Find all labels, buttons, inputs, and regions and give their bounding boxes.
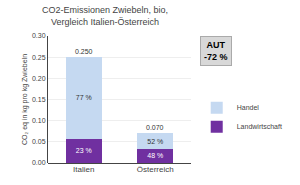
svg-text:0.10: 0.10 <box>32 117 46 124</box>
svg-text:52 %: 52 % <box>147 138 163 145</box>
svg-text:23 %: 23 % <box>76 147 92 154</box>
svg-text:0.250: 0.250 <box>75 48 93 55</box>
svg-text:0.20: 0.20 <box>32 75 46 82</box>
svg-text:CO2-Emissionen Zwiebeln, bio,V: CO2-Emissionen Zwiebeln, bio,Vergleich I… <box>42 5 168 27</box>
svg-text:Italien: Italien <box>73 165 94 174</box>
svg-text:0.25: 0.25 <box>32 54 46 61</box>
svg-text:Handel: Handel <box>237 104 260 111</box>
svg-text:0.00: 0.00 <box>32 159 46 166</box>
svg-text:AUT-72 %: AUT-72 % <box>204 40 228 62</box>
svg-text:0.15: 0.15 <box>32 96 46 103</box>
svg-text:Landwirtschaft: Landwirtschaft <box>237 123 282 130</box>
svg-text:77 %: 77 % <box>76 94 92 101</box>
svg-text:48 %: 48 % <box>147 152 163 159</box>
svg-text:0.30: 0.30 <box>32 32 46 39</box>
svg-text:CO₂ eq in kg pro kg Zwiebeln: CO₂ eq in kg pro kg Zwiebeln <box>21 54 29 145</box>
svg-text:0.070: 0.070 <box>146 124 164 131</box>
svg-text:Österreich: Österreich <box>137 165 174 174</box>
svg-text:0.05: 0.05 <box>32 138 46 145</box>
